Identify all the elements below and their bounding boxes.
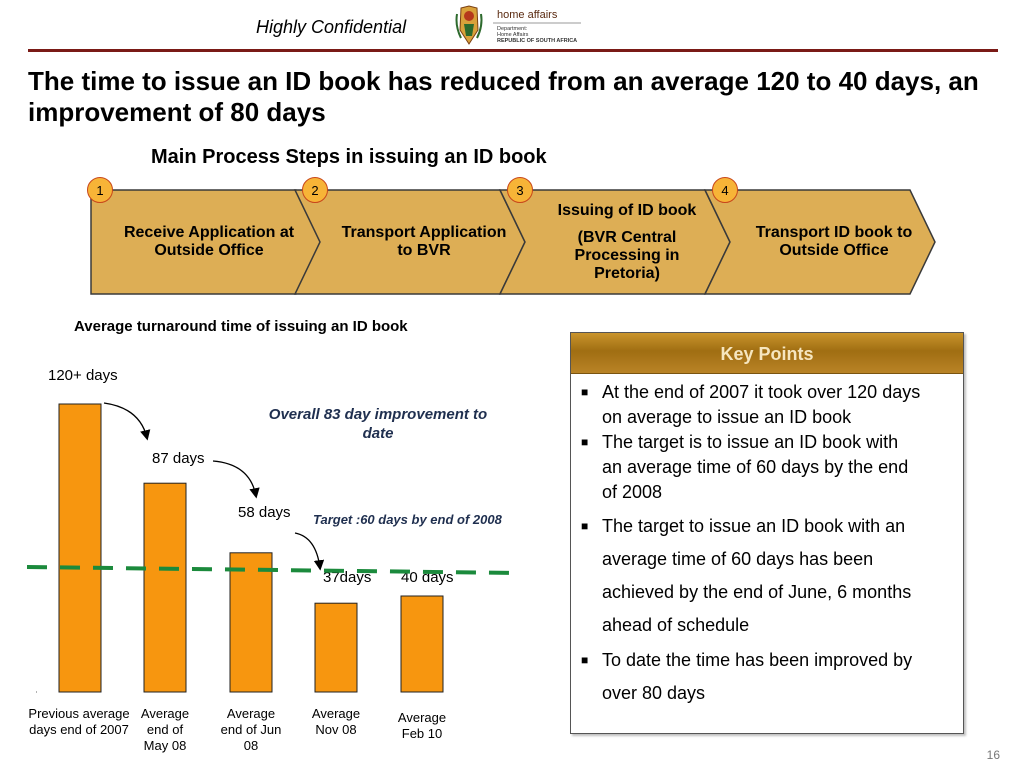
x-tick-label-1-line-2: days end of 2007 (29, 722, 129, 737)
key-point-item: ■ At the end of 2007 it took over 120 day… (581, 380, 957, 430)
key-point-item: ■ The target to issue an ID book with an a… (581, 510, 957, 642)
bullet-icon: ■ (581, 385, 589, 399)
decline-arrow-1 (103, 402, 151, 441)
step-3-number-badge: 3 (507, 177, 533, 203)
x-tick-label-3-line-3: 08 (244, 738, 258, 753)
x-tick-label-2-line-3: May 08 (144, 738, 187, 753)
x-tick-label-3-line-1: Average (227, 706, 275, 721)
bar-2-value-label: 87 days (152, 450, 205, 467)
svg-text:Home Affairs: Home Affairs (497, 32, 529, 38)
key-point-item: ■ To date the time has been improved by ov… (581, 644, 957, 710)
x-tick-label-3-line-2: end of Jun (221, 722, 282, 737)
process-chevrons (90, 189, 936, 295)
key-points-title: Key Points (720, 344, 814, 364)
page-title: The time to issue an ID book has reduced… (28, 66, 979, 127)
svg-text:Department:: Department: (497, 26, 528, 32)
x-tick-label-2-line-2: end of (147, 722, 184, 737)
process-step-4-label: Transport ID book to Outside Office (755, 224, 913, 259)
step-1-number-badge: 1 (87, 177, 113, 203)
bullet-icon: ■ (581, 653, 589, 667)
bullet-icon: ■ (581, 519, 589, 533)
svg-text:home affairs: home affairs (497, 9, 558, 21)
process-step-1-label: Receive Application at Outside Office (123, 224, 295, 259)
svg-text:REPUBLIC OF SOUTH AFRICA: REPUBLIC OF SOUTH AFRICA (497, 38, 577, 44)
key-point-text: The target to issue an ID book with an av… (602, 516, 912, 635)
key-point-text: The target is to issue an ID book with an… (602, 432, 909, 502)
page-number: 16 (986, 748, 1000, 762)
step-4-number-badge: 4 (712, 177, 738, 203)
x-tick-label-2-line-1: Average (141, 706, 189, 721)
key-point-text: At the end of 2007 it took over 120 days… (602, 382, 921, 427)
bar-1 (58, 403, 102, 693)
key-point-item: ■ The target is to issue an ID book with a… (581, 430, 957, 505)
x-tick-label-5-line-2: Feb 10 (402, 726, 442, 741)
step-2-number-badge: 2 (302, 177, 328, 203)
bar-4 (314, 602, 358, 693)
home-affairs-logo: home affairs Department: Home Affairs RE… (455, 5, 581, 45)
target-label: Target :60 days by end of 2008 (313, 512, 503, 527)
key-points-panel: Key Points ■ At the end of 2007 it took o… (570, 332, 964, 734)
bar-5 (400, 595, 444, 693)
bar-1-value-label: 120+ days (48, 367, 118, 384)
bar-4-value-label: 37days (323, 569, 371, 586)
x-tick-label-4-line-1: Average (312, 706, 360, 721)
decline-arrow-3 (294, 532, 325, 571)
process-title: Main Process Steps in issuing an ID book (151, 146, 547, 168)
bar-2 (143, 482, 187, 693)
process-step-3-label: Issuing of ID book (BVR Central Processing… (557, 202, 697, 282)
chart-title: Average turnaround time of issuing an ID… (74, 318, 408, 335)
x-tick-label-4-line-2: Nov 08 (315, 722, 356, 737)
x-tick-label-5-line-1: Average (398, 710, 446, 725)
bar-3 (229, 552, 273, 693)
decline-arrow-2 (212, 460, 260, 499)
improvement-annotation-line-2: date (363, 425, 394, 442)
key-points-header: Key Points (571, 333, 963, 374)
improvement-annotation-line-1: Overall 83 day improvement to (269, 406, 487, 423)
coat-of-arms-icon (455, 5, 483, 45)
header-divider (28, 49, 998, 52)
bullet-icon: ■ (581, 435, 589, 449)
process-flow: 1 Receive Application at Outside Office 2 Tr… (85, 176, 955, 298)
x-tick-label-1-line-1: Previous average (28, 706, 129, 721)
confidential-label: Highly Confidential (256, 17, 407, 37)
process-step-4-shape (703, 189, 936, 295)
key-point-text: To date the time has been improved by ove… (602, 650, 913, 703)
target-line (26, 565, 521, 575)
process-step-2-label: Transport Application to BVR (341, 224, 507, 259)
bar-3-value-label: 58 days (238, 504, 291, 521)
